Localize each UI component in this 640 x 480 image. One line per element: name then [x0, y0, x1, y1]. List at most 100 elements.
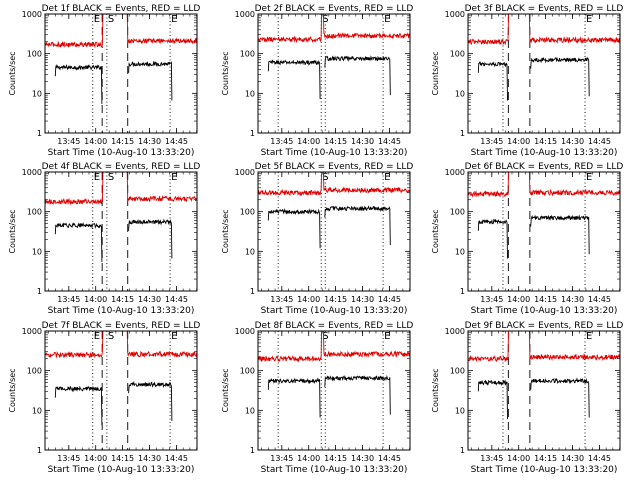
x-tick-label: 14:45	[165, 137, 188, 146]
series-spike-red-lld	[528, 330, 531, 357]
x-axis-label: Start Time (10-Aug-10 13:33:20)	[261, 465, 408, 475]
y-tick-label: 100	[450, 367, 465, 376]
x-tick-label: 14:45	[588, 454, 611, 463]
x-tick-label: 14:15	[324, 295, 347, 304]
series-line-red-lld	[529, 188, 620, 197]
plot-frame	[44, 330, 198, 451]
x-tick-label: 14:15	[324, 454, 347, 463]
x-tick-label: 14:00	[84, 295, 107, 304]
event-marker-label: E	[171, 172, 177, 183]
series-line-black-events	[267, 59, 321, 100]
series-spike-red-lld	[507, 171, 509, 195]
series-line-black-events	[324, 55, 391, 96]
event-marker-label: E	[94, 172, 100, 183]
event-marker-label: E	[586, 14, 592, 25]
event-marker-label: E	[171, 331, 177, 342]
y-tick-label: 1	[37, 287, 42, 296]
event-marker-label: S	[108, 172, 114, 183]
x-tick-label: 13:45	[270, 295, 293, 304]
x-tick-label: 14:45	[378, 454, 401, 463]
series-spike-red-lld	[507, 13, 509, 41]
y-tick-label: 1000	[445, 10, 465, 19]
x-tick-label: 14:45	[588, 295, 611, 304]
y-tick-label: 1000	[235, 168, 255, 177]
x-tick-label: 14:30	[138, 137, 161, 146]
y-tick-label: 100	[240, 208, 255, 217]
chart-panel-4: Det 4f BLACK = Events, RED = LLD Counts/s…	[8, 162, 200, 316]
y-tick-label: 1	[250, 129, 255, 138]
x-tick-label: 14:45	[165, 295, 188, 304]
chart-title: Det 3f BLACK = Events, RED = LLD	[465, 4, 624, 14]
plot-frame	[257, 13, 411, 134]
y-axis-label: Counts/sec	[8, 51, 17, 95]
series-line-black-events	[530, 377, 590, 418]
series-line-red-lld	[44, 350, 103, 359]
series-line-red-lld	[467, 354, 509, 363]
x-tick-label: 14:45	[378, 137, 401, 146]
plot-frame	[257, 171, 411, 292]
event-marker-label: E	[586, 172, 592, 183]
x-tick-label: 14:45	[588, 137, 611, 146]
x-tick-label: 14:00	[507, 137, 530, 146]
y-tick-label: 1	[460, 129, 465, 138]
series-line-red-lld	[467, 38, 509, 46]
chart-title: Det 6f BLACK = Events, RED = LLD	[465, 162, 624, 172]
series-spike-red-lld	[528, 171, 531, 191]
y-tick-label: 100	[450, 208, 465, 217]
x-tick-label: 13:45	[480, 137, 503, 146]
series-line-black-events	[477, 379, 508, 420]
x-tick-label: 14:15	[534, 137, 557, 146]
chart-title: Det 2f BLACK = Events, RED = LLD	[255, 4, 414, 14]
series-line-red-lld	[529, 36, 621, 45]
y-tick-label: 100	[240, 367, 255, 376]
series-line-red-lld	[127, 350, 198, 359]
series-line-black-events	[324, 205, 391, 246]
y-tick-label: 1	[460, 446, 465, 455]
series-line-red-lld	[127, 194, 198, 203]
chart-panel-8: Det 8f BLACK = Events, RED = LLD Counts/s…	[221, 321, 413, 475]
x-tick-label: 14:30	[561, 295, 584, 304]
y-tick-label: 10	[32, 89, 42, 98]
x-tick-label: 14:00	[297, 295, 320, 304]
y-axis-label: Counts/sec	[8, 368, 17, 412]
series-line-red-lld	[127, 37, 198, 45]
chart-panel-5: Det 5f BLACK = Events, RED = LLD Counts/s…	[221, 162, 413, 316]
x-tick-label: 14:00	[84, 454, 107, 463]
y-tick-label: 1000	[235, 10, 255, 19]
y-axis-label: Counts/sec	[431, 209, 440, 253]
x-tick-label: 13:45	[270, 137, 293, 146]
x-tick-label: 14:45	[378, 295, 401, 304]
y-axis-label: Counts/sec	[8, 209, 17, 253]
event-marker-label: E	[384, 14, 390, 25]
series-line-black-events	[128, 60, 173, 101]
x-tick-label: 14:00	[297, 454, 320, 463]
event-marker-label: E	[94, 14, 100, 25]
x-tick-label: 14:00	[507, 454, 530, 463]
plot-frame	[44, 13, 198, 134]
series-line-black-events	[530, 56, 590, 97]
x-tick-label: 14:00	[84, 137, 107, 146]
series-line-red-lld	[323, 32, 411, 40]
x-tick-label: 13:45	[57, 454, 80, 463]
x-tick-label: 13:45	[57, 295, 80, 304]
series-line-black-events	[267, 377, 321, 418]
x-tick-label: 14:30	[138, 295, 161, 304]
plot-frame	[257, 330, 411, 451]
chart-title: Det 7f BLACK = Events, RED = LLD	[42, 321, 201, 331]
chart-title: Det 9f BLACK = Events, RED = LLD	[465, 321, 624, 331]
event-marker-label: E	[171, 14, 177, 25]
series-line-black-events	[54, 63, 103, 104]
x-axis-label: Start Time (10-Aug-10 13:33:20)	[261, 306, 408, 316]
chart-title: Det 8f BLACK = Events, RED = LLD	[255, 321, 414, 331]
series-line-black-events	[128, 218, 173, 259]
series-line-red-lld	[257, 35, 322, 44]
chart-panel-7: Det 7f BLACK = Events, RED = LLD Counts/s…	[8, 321, 200, 475]
event-marker-label: S	[108, 331, 114, 342]
plot-frame	[44, 171, 198, 292]
series-line-black-events	[477, 61, 508, 101]
y-tick-label: 10	[455, 89, 465, 98]
y-tick-label: 10	[245, 247, 255, 256]
series-line-black-events	[477, 218, 508, 259]
series-line-black-events	[267, 208, 321, 249]
series-spike-red-lld	[322, 171, 325, 191]
